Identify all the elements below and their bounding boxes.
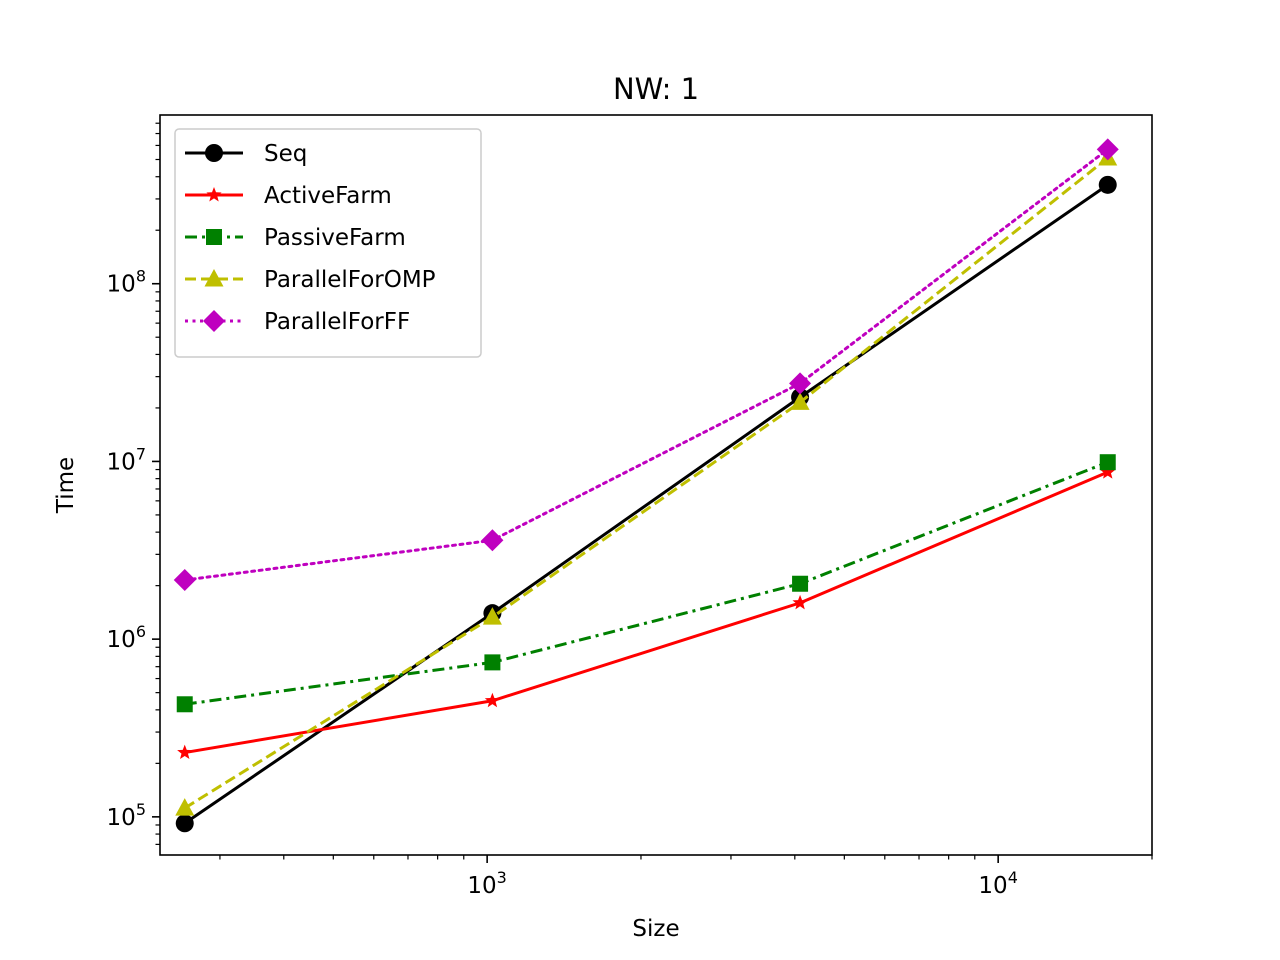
legend-marker-parallelforff — [203, 310, 225, 332]
y-axis-title: Time — [53, 457, 79, 514]
legend-marker-passivefarm — [206, 229, 222, 245]
data-point-activefarm — [484, 692, 501, 708]
plot-area — [173, 138, 1119, 833]
series-line-seq — [183, 183, 1109, 825]
data-point-parallelforff — [789, 372, 812, 395]
series-line-parallelforff — [183, 147, 1110, 582]
data-point-parallelforomp — [790, 392, 810, 410]
chart-title: NW: 1 — [613, 72, 699, 106]
data-point-seq — [1098, 175, 1117, 194]
data-point-parallelforff — [1096, 138, 1119, 161]
legend-marker-parallelforomp — [204, 269, 224, 287]
data-point-activefarm — [177, 744, 193, 760]
series-line-activefarm — [184, 470, 1109, 755]
data-point-activefarm — [1100, 464, 1116, 479]
plot-frame — [159, 114, 1153, 856]
x-axis-title: Size — [632, 916, 679, 942]
series-line-passivefarm — [184, 460, 1109, 706]
legend-label-activefarm: ActiveFarm — [264, 183, 392, 209]
data-point-parallelforff — [481, 529, 504, 552]
legend-label-passivefarm: PassiveFarm — [264, 225, 406, 251]
axes: 103 104 105 106 107 108 — [107, 114, 1153, 899]
data-point-passivefarm — [1099, 454, 1116, 471]
y-tick-label: 106 — [107, 622, 146, 653]
data-point-parallelforomp — [175, 798, 195, 816]
data-point-seq — [175, 814, 194, 833]
legend-marker-seq — [205, 144, 223, 162]
x-tick-label: 103 — [467, 868, 506, 899]
legend: Seq ActiveFarm PassiveFarm ParallelForOMP Pa… — [174, 128, 482, 358]
data-point-parallelforff — [173, 569, 196, 592]
data-point-passivefarm — [792, 575, 809, 592]
y-tick-label: 105 — [107, 800, 146, 831]
data-point-passivefarm — [484, 654, 501, 671]
data-point-parallelforomp — [482, 607, 502, 625]
legend-box — [174, 128, 482, 358]
series-line-parallelforomp — [183, 156, 1109, 810]
legend-marker-activefarm — [206, 187, 222, 202]
legend-label-seq: Seq — [264, 141, 307, 167]
legend-label-parallelforff: ParallelForFF — [264, 309, 410, 335]
data-point-passivefarm — [176, 696, 193, 713]
x-tick-label: 104 — [978, 868, 1017, 899]
y-tick-label: 108 — [107, 267, 146, 298]
data-point-activefarm — [792, 594, 808, 610]
y-tick-label: 107 — [107, 444, 146, 475]
legend-label-parallelforomp: ParallelForOMP — [264, 267, 436, 293]
